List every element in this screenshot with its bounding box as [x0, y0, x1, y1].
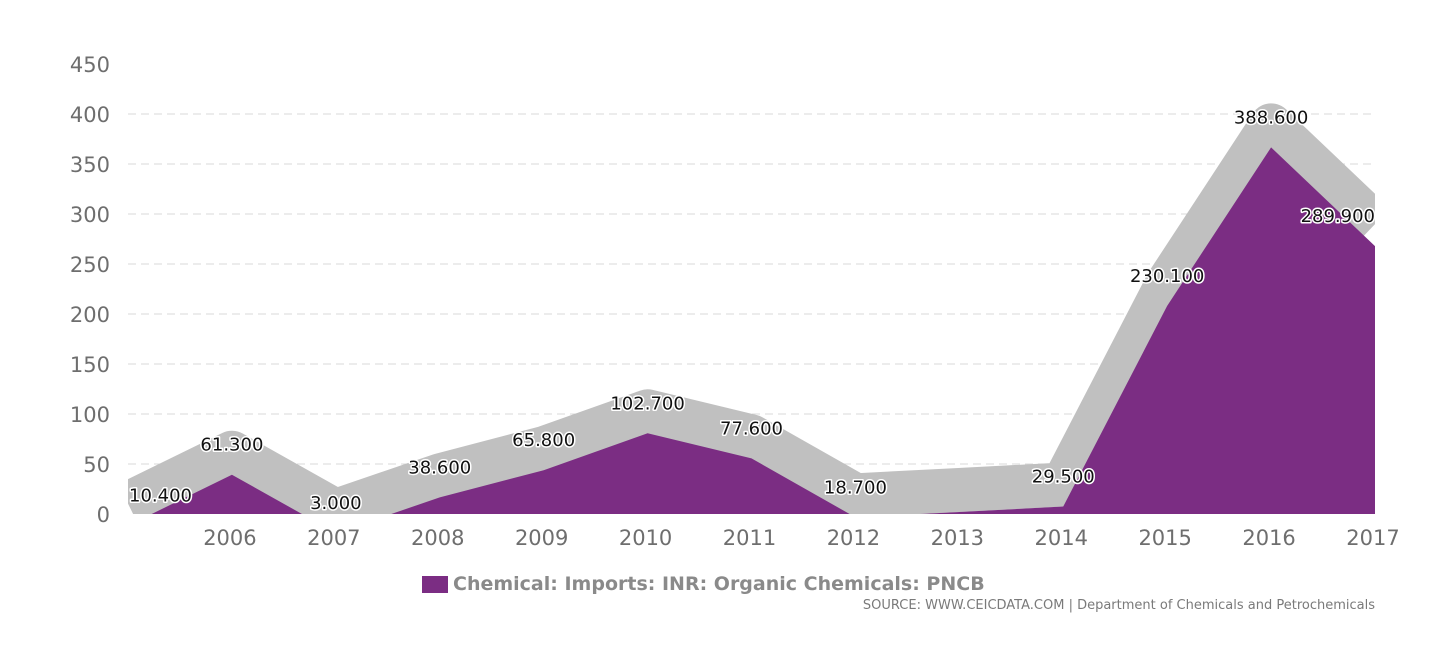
x-tick-label: 2007	[307, 526, 360, 550]
source-note: SOURCE: WWW.CEICDATA.COM | Department of…	[862, 598, 1375, 613]
series-area	[128, 147, 1375, 514]
legend[interactable]: Chemical: Imports: INR: Organic Chemical…	[422, 572, 985, 596]
data-label: 10.400	[129, 486, 192, 507]
x-tick-label: 2011	[723, 526, 776, 550]
data-label: 102.700	[610, 393, 684, 414]
y-tick-label: 400	[70, 103, 110, 127]
x-tick-label: 2006	[203, 526, 256, 550]
y-tick-label: 0	[97, 503, 110, 527]
y-tick-label: 200	[70, 303, 110, 327]
y-axis-ticks: 0 50 100 150 200 250 300 350 400 450	[70, 53, 110, 527]
data-label: 29.500	[1032, 467, 1095, 488]
data-labels: 10.400 61.300 3.000 38.600 65.800 102.700 77.6…	[128, 106, 1377, 516]
data-label: 289.900	[1301, 206, 1375, 227]
data-label: 388.600	[1234, 107, 1308, 128]
legend-label: Chemical: Imports: INR: Organic Chemical…	[453, 573, 985, 595]
y-tick-label: 350	[70, 153, 110, 177]
y-tick-label: 300	[70, 203, 110, 227]
x-tick-label: 2014	[1035, 526, 1088, 550]
y-tick-label: 450	[70, 53, 110, 77]
data-label: 61.300	[200, 435, 263, 456]
data-label: 230.100	[1130, 266, 1204, 287]
y-tick-label: 150	[70, 353, 110, 377]
x-tick-label: 2010	[619, 526, 672, 550]
data-label: 38.600	[408, 457, 471, 478]
area-series	[128, 103, 1375, 514]
x-tick-label: 2012	[827, 526, 880, 550]
x-tick-label: 2017	[1346, 526, 1399, 550]
y-tick-label: 50	[83, 453, 110, 477]
data-label: 65.800	[512, 430, 575, 451]
x-tick-label: 2009	[515, 526, 568, 550]
x-axis-ticks: 2006 2007 2008 2009 2010 2011 2012 2013 2014 2015…	[203, 526, 1400, 550]
data-label: 18.700	[824, 477, 887, 498]
x-tick-label: 2013	[931, 526, 984, 550]
x-tick-label: 2015	[1138, 526, 1191, 550]
legend-swatch	[422, 575, 448, 593]
series-band	[128, 103, 1375, 514]
data-label: 3.000	[310, 493, 362, 514]
y-tick-label: 250	[70, 253, 110, 277]
y-tick-label: 100	[70, 403, 110, 427]
x-tick-label: 2016	[1242, 526, 1295, 550]
data-label: 77.600	[720, 418, 783, 439]
x-tick-label: 2008	[411, 526, 464, 550]
